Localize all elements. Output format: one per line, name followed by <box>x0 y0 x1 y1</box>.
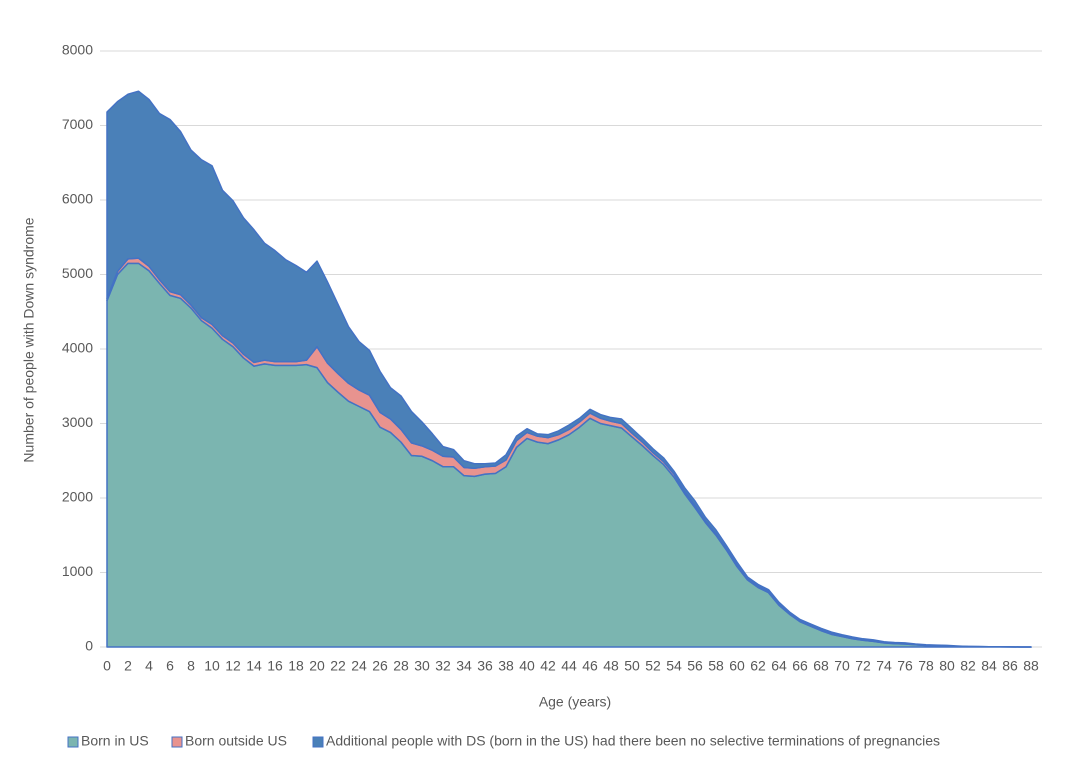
y-axis-label: Number of people with Down syndrome <box>21 217 37 462</box>
y-tick-label: 8000 <box>62 42 93 58</box>
y-tick-label: 1000 <box>62 563 93 579</box>
y-tick-label: 7000 <box>62 116 93 132</box>
x-tick-label: 48 <box>603 658 619 674</box>
x-tick-label: 28 <box>393 658 409 674</box>
legend-marker <box>171 736 183 748</box>
area <box>106 90 1032 648</box>
x-tick-label: 44 <box>561 658 577 674</box>
y-tick-label: 2000 <box>62 489 93 505</box>
legend-label: Born outside US <box>185 733 287 749</box>
x-tick-label: 52 <box>645 658 661 674</box>
x-axis-label: Age (years) <box>539 694 611 710</box>
x-tick-label: 62 <box>750 658 766 674</box>
y-tick-label: 0 <box>85 638 93 654</box>
legend-label: Born in US <box>81 733 149 749</box>
x-tick-label: 68 <box>813 658 829 674</box>
x-tick-label: 12 <box>225 658 241 674</box>
x-tick-label: 24 <box>351 658 367 674</box>
x-tick-label: 2 <box>124 658 132 674</box>
legend-marker <box>67 736 79 748</box>
legend-label: Additional people with DS (born in the U… <box>326 733 940 749</box>
x-tick-label: 30 <box>414 658 430 674</box>
x-tick-label: 72 <box>855 658 871 674</box>
x-tick-label: 38 <box>498 658 514 674</box>
x-tick-label: 66 <box>792 658 808 674</box>
x-tick-label: 86 <box>1002 658 1018 674</box>
x-tick-label: 34 <box>456 658 472 674</box>
x-tick-label: 4 <box>145 658 153 674</box>
x-tick-label: 16 <box>267 658 283 674</box>
x-tick-label: 32 <box>435 658 451 674</box>
x-tick-label: 78 <box>918 658 934 674</box>
x-tick-label: 22 <box>330 658 346 674</box>
x-tick-label: 88 <box>1023 658 1039 674</box>
y-tick-label: 5000 <box>62 265 93 281</box>
x-tick-label: 40 <box>519 658 535 674</box>
legend-marker <box>312 736 324 748</box>
x-tick-label: 18 <box>288 658 304 674</box>
y-tick-label: 4000 <box>62 340 93 356</box>
x-tick-label: 58 <box>708 658 724 674</box>
x-tick-label: 26 <box>372 658 388 674</box>
y-tick-label: 6000 <box>62 191 93 207</box>
x-tick-label: 10 <box>204 658 220 674</box>
y-tick-label: 3000 <box>62 414 93 430</box>
x-tick-label: 76 <box>897 658 913 674</box>
x-tick-label: 20 <box>309 658 325 674</box>
x-tick-label: 50 <box>624 658 640 674</box>
x-tick-label: 84 <box>981 658 997 674</box>
x-tick-label: 54 <box>666 658 682 674</box>
x-tick-label: 46 <box>582 658 598 674</box>
x-tick-label: 56 <box>687 658 703 674</box>
x-tick-label: 14 <box>246 658 262 674</box>
x-tick-label: 82 <box>960 658 976 674</box>
x-tick-label: 80 <box>939 658 955 674</box>
x-tick-label: 64 <box>771 658 787 674</box>
x-tick-label: 36 <box>477 658 493 674</box>
x-tick-label: 6 <box>166 658 174 674</box>
x-tick-label: 42 <box>540 658 556 674</box>
x-tick-label: 8 <box>187 658 195 674</box>
x-tick-label: 70 <box>834 658 850 674</box>
x-tick-label: 74 <box>876 658 892 674</box>
x-tick-label: 0 <box>103 658 111 674</box>
x-tick-label: 60 <box>729 658 745 674</box>
